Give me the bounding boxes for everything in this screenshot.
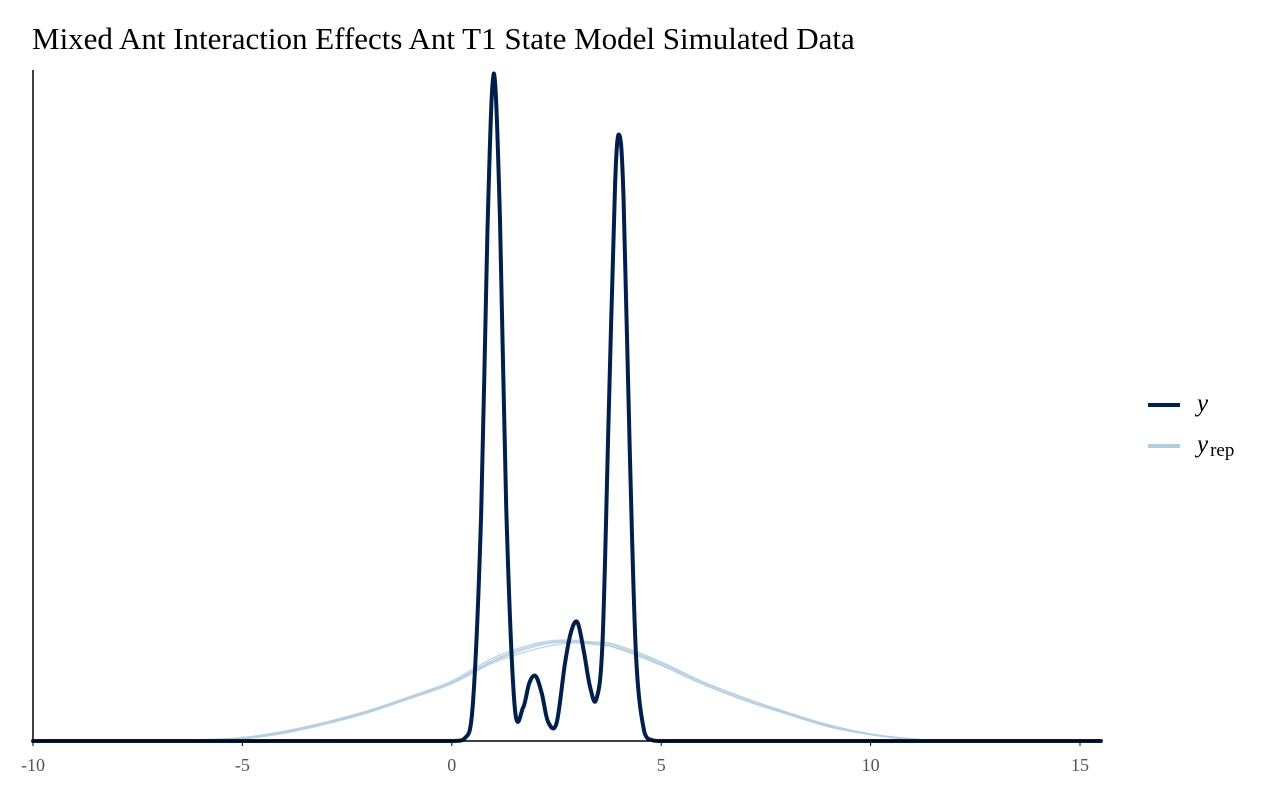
series-layer [31, 71, 1103, 744]
x-tick-label: 0 [447, 755, 456, 775]
x-tick-label: 5 [657, 755, 666, 775]
x-axis-ticks: -10 -5 0 5 10 15 [21, 741, 1089, 775]
x-tick-label: 10 [862, 755, 880, 775]
legend-y-label: y [1194, 390, 1209, 417]
series-yrep-line-4 [32, 640, 1102, 742]
legend-yrep-label: y rep [1194, 431, 1234, 461]
legend: y y rep [1148, 390, 1234, 461]
x-tick-label: -5 [235, 755, 250, 775]
chart-title: Mixed Ant Interaction Effects Ant T1 Sta… [32, 21, 855, 56]
x-tick-label: -10 [21, 755, 45, 775]
series-y-line [31, 71, 1103, 744]
x-tick-label: 15 [1071, 755, 1089, 775]
